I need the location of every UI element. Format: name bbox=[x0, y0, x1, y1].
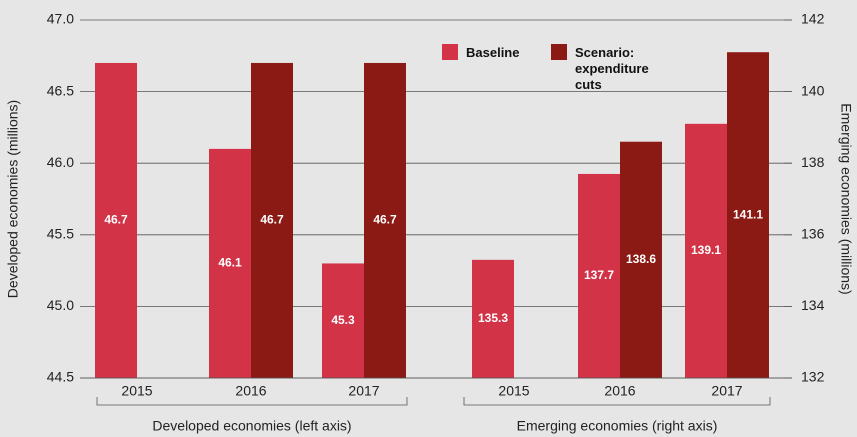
bar-value-label: 139.1 bbox=[691, 243, 721, 257]
bar bbox=[685, 123, 727, 378]
bar bbox=[472, 259, 514, 378]
bar bbox=[251, 62, 293, 379]
bar-value-label: 135.3 bbox=[478, 311, 508, 325]
y-tick-label: 46.0 bbox=[47, 154, 74, 170]
bar-value-label: 138.6 bbox=[626, 252, 656, 266]
x-tick-label: 2017 bbox=[348, 383, 379, 399]
legend-label: Baseline bbox=[466, 45, 520, 60]
bar bbox=[620, 141, 662, 378]
group-label: Emerging economies (right axis) bbox=[517, 418, 718, 434]
bar-value-label: 46.7 bbox=[373, 213, 397, 227]
x-tick-label: 2016 bbox=[604, 383, 635, 399]
bar-value-label: 137.7 bbox=[584, 268, 614, 282]
x-tick-label: 2015 bbox=[121, 383, 152, 399]
y2-tick-label: 132 bbox=[801, 369, 825, 385]
y2-tick-label: 136 bbox=[801, 226, 825, 242]
y2-tick-label: 142 bbox=[801, 11, 825, 27]
legend-swatch bbox=[442, 44, 458, 60]
y-tick-label: 46.5 bbox=[47, 82, 74, 98]
bar-value-label: 46.7 bbox=[260, 213, 284, 227]
bar bbox=[322, 263, 364, 378]
legend-swatch bbox=[551, 44, 567, 60]
group-bracket bbox=[463, 397, 771, 406]
y-tick-label: 45.0 bbox=[47, 297, 74, 313]
bar-value-label: 141.1 bbox=[733, 207, 763, 221]
bar-value-label: 45.3 bbox=[331, 313, 355, 327]
y-tick-label: 45.5 bbox=[47, 226, 74, 242]
bar-value-label: 46.1 bbox=[218, 256, 242, 270]
group-bracket bbox=[96, 397, 408, 406]
y2-tick-label: 134 bbox=[801, 297, 825, 313]
y2-tick-label: 140 bbox=[801, 82, 825, 98]
y-tick-label: 44.5 bbox=[47, 369, 74, 385]
x-tick-label: 2017 bbox=[711, 383, 742, 399]
y2-tick-label: 138 bbox=[801, 154, 825, 170]
y-tick-label: 47.0 bbox=[47, 11, 74, 27]
bar bbox=[209, 148, 251, 378]
bar bbox=[95, 62, 137, 379]
x-tick-label: 2016 bbox=[235, 383, 266, 399]
bar bbox=[578, 173, 620, 378]
x-tick-label: 2015 bbox=[498, 383, 529, 399]
y2-axis-title: Emerging economies (millions) bbox=[838, 103, 854, 294]
group-label: Developed economies (left axis) bbox=[152, 418, 351, 434]
bar-value-label: 46.7 bbox=[104, 213, 128, 227]
legend-label: Scenario: expenditure cuts bbox=[575, 45, 649, 92]
bar bbox=[727, 52, 769, 378]
bar bbox=[364, 62, 406, 379]
y-axis-title: Developed economies (millions) bbox=[5, 100, 21, 298]
